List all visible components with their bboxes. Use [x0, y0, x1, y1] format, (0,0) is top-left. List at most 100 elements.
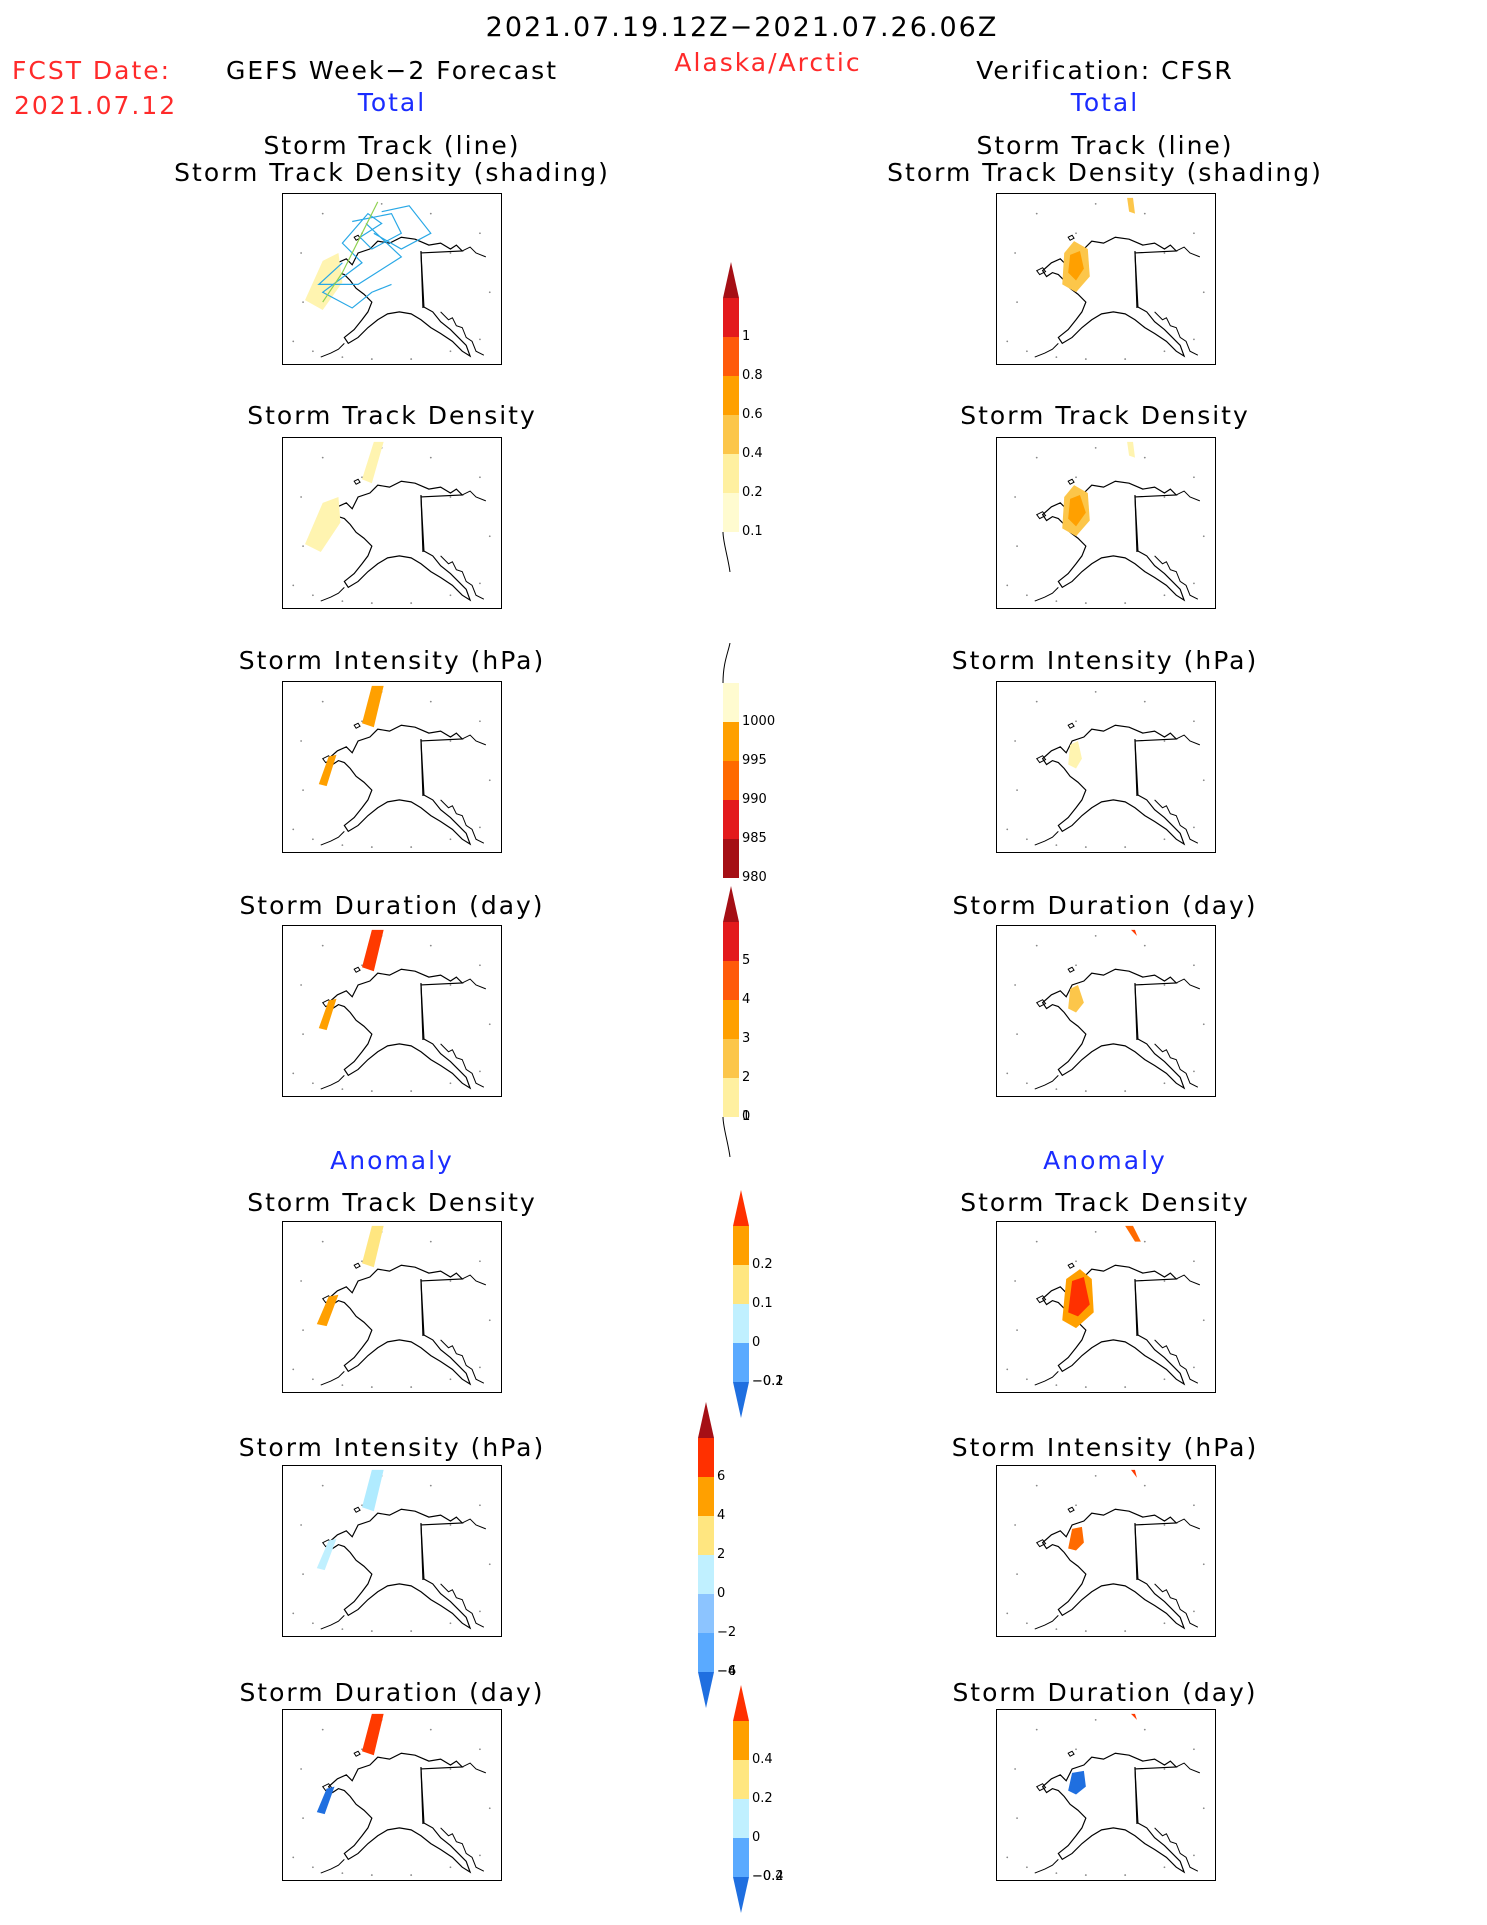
duration_anom-bar-svg [733, 1685, 749, 1913]
date-range-title: 2021.07.19.12Z−2021.07.26.06Z [485, 12, 999, 43]
map-left-duration-anom-svg [292, 1713, 491, 1876]
map-right-intensity-svg [1006, 690, 1205, 848]
map-left-density-anom-svg [292, 1225, 491, 1388]
map-right-density-svg [1006, 441, 1205, 604]
right-title-track-line: Storm Track (line) [976, 131, 1234, 160]
map-left-track-svg [292, 201, 491, 360]
intensity_anom-label: 4 [717, 1508, 726, 1523]
duration_anom-label: 0.4 [752, 1752, 773, 1767]
left-title-density: Storm Track Density [247, 401, 537, 430]
intensity_anom-label: −4 [717, 1664, 737, 1679]
map-left-intensity [282, 681, 502, 853]
colorbar-intensity-total: 1000 995 990 985 980 [722, 642, 775, 885]
intensity_total-label: 1000 [742, 714, 776, 729]
right-title-density-anom: Storm Track Density [960, 1188, 1250, 1217]
right-title-density: Storm Track Density [960, 401, 1250, 430]
right-column-title: Verification: CFSR [976, 56, 1234, 85]
map-left-duration-svg [292, 929, 491, 1092]
density_total-bar-svg [722, 262, 739, 573]
density_anom-label: −0.1 [752, 1374, 784, 1389]
colorbar-density-total: 1 0.8 0.6 0.4 0.2 0.1 [722, 262, 763, 576]
duration_total-label: 1 [742, 1109, 751, 1124]
intensity_total-label: 990 [742, 792, 767, 807]
right-anomaly-label: Anomaly [1043, 1146, 1167, 1175]
map-right-duration-anom-svg [1006, 1713, 1205, 1876]
map-right-density-anom-svg [1006, 1225, 1205, 1388]
intensity_total-label: 995 [742, 753, 767, 768]
map-right-density [996, 437, 1216, 609]
intensity_anom-label: −6 [717, 1664, 737, 1679]
duration_anom-label: 0.2 [752, 1791, 773, 1806]
intensity_anom-label: 2 [717, 1547, 726, 1562]
density_total-label: 0.6 [742, 407, 763, 422]
fcst-date-value: 2021.07.12 [14, 91, 178, 120]
map-right-density-anom [996, 1221, 1216, 1393]
duration_total-label: 5 [742, 953, 751, 968]
map-right-duration [996, 925, 1216, 1097]
map-right-duration-svg [1006, 929, 1205, 1092]
density_anom-label: 0 [752, 1335, 761, 1350]
map-left-duration-anom [282, 1709, 502, 1881]
density_total-label: 0.1 [742, 524, 763, 539]
map-left-track [282, 193, 502, 365]
intensity_anom-label: −2 [717, 1625, 737, 1640]
density_total-label: 0.4 [742, 446, 763, 461]
right-total-label: Total [1070, 88, 1140, 117]
map-left-intensity-anom [282, 1465, 502, 1637]
duration_total-label: 3 [742, 1031, 751, 1046]
density_anom-label: 0.1 [752, 1296, 773, 1311]
left-title-duration: Storm Duration (day) [239, 891, 545, 920]
density_anom-label: 0.2 [752, 1257, 773, 1272]
map-right-duration-anom [996, 1709, 1216, 1881]
intensity_total-label: 980 [742, 870, 767, 885]
duration_total-label: 0 [742, 1109, 751, 1124]
map-right-intensity-anom [996, 1465, 1216, 1637]
left-title-intensity: Storm Intensity (hPa) [238, 646, 546, 675]
density_anom-label: −0.2 [752, 1374, 784, 1389]
intensity_total-bar-svg [722, 642, 739, 878]
map-left-intensity-svg [292, 685, 491, 848]
duration_anom-label: −0.4 [752, 1869, 784, 1884]
colorbar-density-anom: 0.2 0.1 0 −0.1 −0.2 [732, 1190, 784, 1422]
fcst-date-label: FCST Date: [12, 56, 172, 85]
map-right-track-svg [1006, 197, 1205, 360]
map-right-track [996, 193, 1216, 365]
duration_total-label: 2 [742, 1070, 751, 1085]
colorbar-intensity-anom: 6 4 2 0 −2 −4 −6 [697, 1402, 736, 1712]
region-title: Alaska/Arctic [674, 48, 862, 77]
density_total-label: 1 [742, 329, 751, 344]
density_anom-bar-svg [733, 1190, 749, 1418]
left-title-duration-anom: Storm Duration (day) [239, 1678, 545, 1707]
duration_total-label: 4 [742, 992, 751, 1007]
right-title-duration: Storm Duration (day) [952, 891, 1258, 920]
map-left-density-svg [292, 441, 491, 604]
duration_anom-label: 0 [752, 1830, 761, 1845]
intensity_anom-bar-svg [698, 1402, 714, 1708]
right-title-track-shading: Storm Track Density (shading) [887, 158, 1323, 187]
intensity_total-label: 985 [742, 831, 767, 846]
map-left-duration [282, 925, 502, 1097]
duration_anom-label: −0.2 [752, 1869, 784, 1884]
right-title-intensity-anom: Storm Intensity (hPa) [951, 1433, 1259, 1462]
left-title-track-line: Storm Track (line) [263, 131, 521, 160]
map-right-intensity [996, 681, 1216, 853]
density_total-label: 0.8 [742, 368, 763, 383]
density_total-label: 0.2 [742, 485, 763, 500]
map-right-intensity-anom-svg [1006, 1469, 1205, 1632]
right-title-intensity: Storm Intensity (hPa) [951, 646, 1259, 675]
map-left-density [282, 437, 502, 609]
left-anomaly-label: Anomaly [330, 1146, 454, 1175]
left-title-density-anom: Storm Track Density [247, 1188, 537, 1217]
left-column-title: GEFS Week−2 Forecast [225, 56, 559, 85]
duration_total-bar-svg [722, 886, 739, 1158]
left-total-label: Total [357, 88, 427, 117]
left-title-intensity-anom: Storm Intensity (hPa) [238, 1433, 546, 1462]
right-title-duration-anom: Storm Duration (day) [952, 1678, 1258, 1707]
intensity_anom-label: 0 [717, 1586, 726, 1601]
map-left-density-anom [282, 1221, 502, 1393]
left-title-track-shading: Storm Track Density (shading) [174, 158, 610, 187]
map-left-intensity-anom-svg [292, 1469, 491, 1632]
colorbar-duration-anom: 0.4 0.2 0 −0.2 −0.4 [732, 1685, 784, 1917]
intensity_anom-label: 6 [717, 1469, 726, 1484]
